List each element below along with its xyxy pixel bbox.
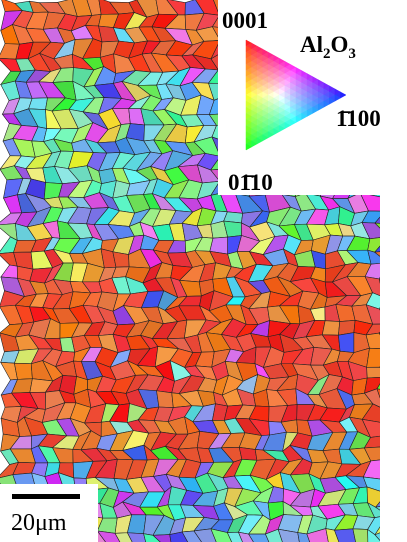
grain (352, 528, 369, 542)
ipf-cell (301, 112, 308, 120)
element: Al (300, 32, 323, 57)
grain (297, 532, 311, 542)
grain (237, 531, 254, 542)
grain (112, 251, 130, 268)
ipf-cell (323, 100, 330, 108)
margin (380, 195, 407, 542)
ipf-cell (273, 128, 280, 136)
grain (0, 264, 18, 279)
subscript: 3 (348, 46, 356, 62)
grain (321, 320, 341, 336)
grain (306, 528, 329, 542)
grain (248, 533, 270, 542)
grain (367, 528, 382, 542)
grain (265, 528, 283, 542)
scale-label: 20μm (11, 510, 67, 536)
grain (325, 528, 340, 542)
ipf-cell (262, 134, 269, 142)
grain (156, 390, 174, 408)
ipf-cell (245, 143, 253, 151)
ipf-cell (340, 91, 347, 99)
grain (238, 446, 258, 461)
ipf-cell (267, 131, 275, 139)
ipf-cell (295, 115, 303, 123)
scale-bar (12, 494, 80, 499)
grain (14, 362, 33, 380)
ipf-triangle (245, 39, 347, 151)
grain (277, 528, 300, 542)
ipf-cell (334, 94, 341, 102)
grain (193, 528, 217, 542)
grain (96, 530, 121, 542)
subscript: 2 (323, 46, 331, 62)
legend-top-label: 0001 (222, 8, 268, 33)
ipf-cell (312, 106, 319, 114)
grain (181, 530, 202, 542)
element: O (331, 32, 349, 57)
ipf-cell (317, 103, 325, 111)
ipf-cell (306, 109, 314, 117)
grain (334, 528, 356, 542)
compound-label: Al2O3 (300, 32, 356, 62)
grain (126, 532, 147, 542)
ipf-cell (279, 125, 286, 133)
grain (114, 532, 133, 542)
ipf-cell (290, 119, 297, 126)
ipf-cell (329, 97, 336, 105)
scale-box (0, 484, 98, 542)
grain (152, 534, 172, 542)
legend-bottom-label: 01̄10 (228, 170, 273, 195)
grain (143, 533, 161, 542)
grain (338, 332, 355, 353)
grain (226, 531, 243, 542)
ipf-cell (284, 122, 291, 130)
ipf-cell (256, 137, 264, 145)
legend-right-label: 1̄100 (336, 106, 381, 131)
ipf-cell (251, 140, 258, 148)
grain (0, 223, 18, 241)
grain (28, 97, 48, 110)
